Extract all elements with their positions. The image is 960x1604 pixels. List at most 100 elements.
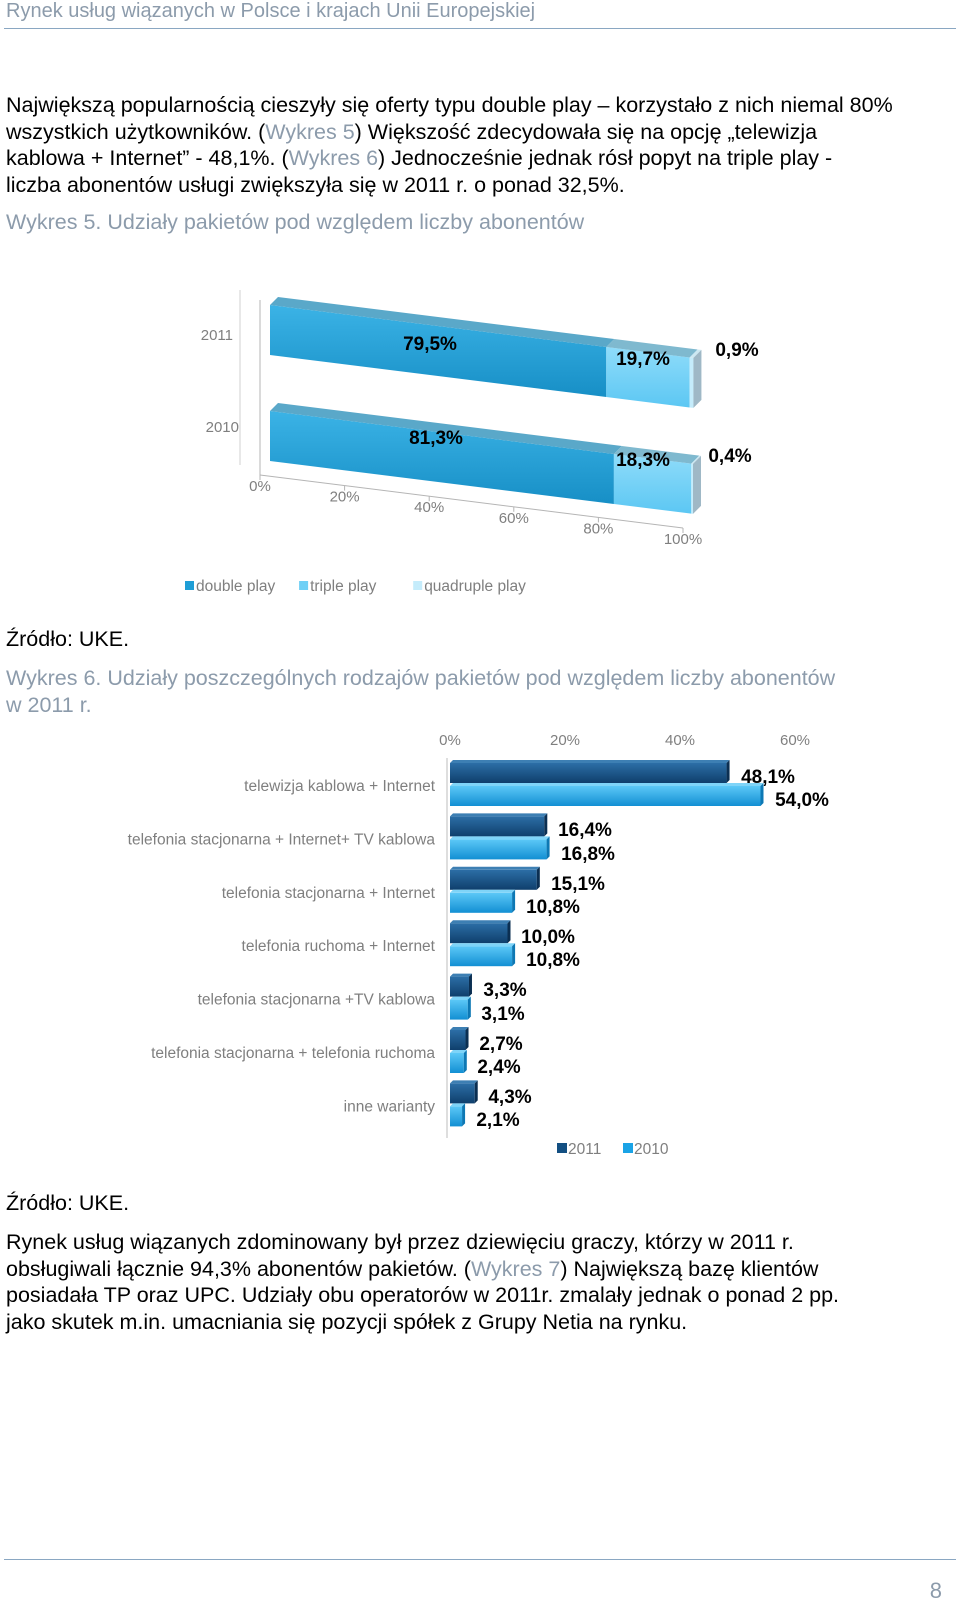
- chart5-bar-side: [693, 349, 702, 408]
- chart6-data-label: 15,1%: [551, 874, 605, 895]
- chart6-bar-side: [465, 1027, 469, 1050]
- chart5-bar-top: [613, 445, 700, 464]
- chart6-bar: [450, 763, 727, 783]
- closing-line-3: posiadała TP oraz UPC. Udziały obu opera…: [6, 1283, 840, 1307]
- chart6-bar-side: [467, 996, 471, 1020]
- chart6-bar: [450, 869, 537, 890]
- chart6-data-label: 48,1%: [741, 767, 795, 788]
- chart6-bar-top: [450, 973, 472, 977]
- chart6-bar-side: [507, 920, 511, 944]
- chart5-source: Źródło: UKE.: [6, 627, 130, 651]
- chart6-bar: [450, 923, 508, 944]
- chart6-bar-side: [463, 1050, 467, 1073]
- chart5-bar-segment: [270, 305, 607, 398]
- chart6-reference-link[interactable]: Wykres 6: [288, 146, 379, 170]
- chart5-x-tick-label: 20%: [330, 489, 360, 506]
- chart5-data-label: 0,9%: [715, 340, 758, 361]
- chart6-legend-label: 2011: [568, 1141, 601, 1158]
- chart5-caption: Wykres 5. Udziały pakietów pod względem …: [6, 210, 585, 234]
- footer-divider: [4, 1559, 956, 1560]
- chart6-bar-top: [450, 813, 548, 817]
- chart5-x-axis: [259, 474, 684, 529]
- chart5-x-tick-label: 40%: [414, 499, 444, 516]
- chart5-x-tick-label: 100%: [664, 531, 702, 548]
- header-title: Rynek usług wiązanych w Polsce i krajach…: [6, 0, 536, 22]
- chart5-bar-segment: [606, 347, 690, 408]
- chart5-data-label: 79,5%: [403, 334, 457, 355]
- chart5-legend-label: quadruple play: [424, 578, 526, 595]
- chart6-bar-side: [474, 1080, 478, 1104]
- chart5-x-tick-label: 80%: [583, 520, 613, 537]
- chart6-x-tick-label: 20%: [550, 732, 580, 749]
- chart6-bar-top: [450, 943, 516, 947]
- intro-line-2-start: wszystkich użytkowników. (: [6, 119, 266, 144]
- chart6-data-label: 2,1%: [476, 1110, 519, 1131]
- chart6-caption-line-2: w 2011 r.: [6, 692, 92, 717]
- chart6-bar: [450, 946, 513, 967]
- chart6-bar: [450, 1053, 464, 1073]
- chart5-bar-top: [270, 403, 622, 454]
- chart6-data-label: 2,4%: [477, 1057, 520, 1078]
- intro-line-1: Największą popularnością cieszyły się of…: [6, 93, 893, 117]
- chart5-bar-side: [693, 455, 701, 514]
- chart6-bar-top: [450, 1050, 467, 1053]
- chart6-bar: [450, 892, 513, 913]
- chart6-data-label: 10,8%: [526, 950, 580, 971]
- chart6-x-tick-label: 40%: [665, 732, 695, 749]
- intro-line-2-end: ) Większość zdecydowała się na opcję „te…: [354, 119, 818, 144]
- chart6-data-label: 3,3%: [483, 980, 526, 1001]
- chart6-bar: [450, 999, 468, 1020]
- chart5: 0% 20% 40% 60% 80% 100% 2011 2010 79,5% 19,7% 0,…: [185, 290, 759, 595]
- chart5-data-label: 19,7%: [616, 349, 670, 370]
- chart6-bar-side: [462, 1103, 466, 1127]
- chart5-legend-swatch: [185, 581, 194, 590]
- chart6-bar-top: [450, 1080, 478, 1084]
- chart6-bar: [450, 839, 547, 860]
- chart6-x-tick-label: 60%: [780, 732, 810, 749]
- intro-line-3-end: ) Jednocześnie jednak rósł popyt na trip…: [378, 146, 833, 170]
- chart5-bar-segment: [691, 463, 693, 514]
- chart6-caption: Wykres 6. Udziały poszczególnych rodzajó…: [6, 665, 952, 718]
- closing-line-2-end: ) Największą bazę klientów: [560, 1256, 819, 1281]
- chart6-bar: [450, 786, 761, 806]
- chart6-category-label: telefonia stacjonarna + Internet: [222, 885, 436, 902]
- chart5-legend-swatch: [413, 581, 423, 590]
- chart6-category-label: telewizja kablowa + Internet: [244, 778, 436, 795]
- chart6-source: Źródło: UKE.: [6, 1191, 130, 1215]
- chart6-legend-label: 2010: [634, 1141, 669, 1158]
- chart6-bar-side: [468, 973, 472, 997]
- chart6-category-label: telefonia stacjonarna +TV kablowa: [198, 992, 436, 1009]
- chart5-data-label: 0,4%: [708, 446, 751, 467]
- closing-paragraph: Rynek usług wiązanych zdominowany był pr…: [6, 1229, 952, 1335]
- chart5-reference-link[interactable]: Wykres 5: [265, 119, 355, 144]
- chart5-bar-segment: [613, 453, 692, 514]
- chart6: 0% 20% 40% 60% telewizja kablowa + Internet…: [128, 732, 829, 1158]
- chart5-legend-label: triple play: [310, 578, 377, 595]
- chart5-x-tick-label: 60%: [499, 510, 529, 527]
- page-number: 8: [929, 1578, 942, 1603]
- chart6-bar-top: [450, 996, 471, 1000]
- closing-line-4: jako skutek m.in. umacniania się pozycji…: [6, 1309, 688, 1334]
- chart6-caption-line-1: Wykres 6. Udziały poszczególnych rodzajó…: [6, 666, 836, 690]
- chart6-data-label: 16,4%: [558, 820, 612, 841]
- chart6-bar-top: [450, 1027, 469, 1030]
- chart6-category-label: telefonia stacjonarna + telefonia ruchom…: [151, 1045, 435, 1062]
- chart6-bar-side: [512, 889, 516, 913]
- chart5-legend-label: double play: [196, 578, 276, 595]
- intro-line-4: liczba abonentów usługi zwiększyła się w…: [6, 172, 625, 197]
- header-divider: [4, 28, 956, 29]
- chart6-data-label: 10,0%: [521, 927, 575, 948]
- chart6-bar: [450, 976, 469, 997]
- chart6-bar-side: [760, 783, 764, 806]
- chart6-bar-top: [450, 889, 516, 893]
- chart5-bar-segment: [689, 357, 694, 408]
- chart6-bar: [450, 1030, 466, 1050]
- chart5-bar-top: [691, 455, 701, 464]
- chart6-data-label: 3,1%: [481, 1004, 524, 1025]
- chart6-bar-top: [450, 783, 764, 786]
- chart6-category-label: inne warianty: [344, 1098, 436, 1115]
- chart6-legend-swatch: [557, 1143, 567, 1153]
- chart5-bar-top: [270, 297, 615, 348]
- chart6-data-label: 10,8%: [526, 897, 580, 918]
- chart7-reference-link[interactable]: Wykres 7: [470, 1256, 561, 1281]
